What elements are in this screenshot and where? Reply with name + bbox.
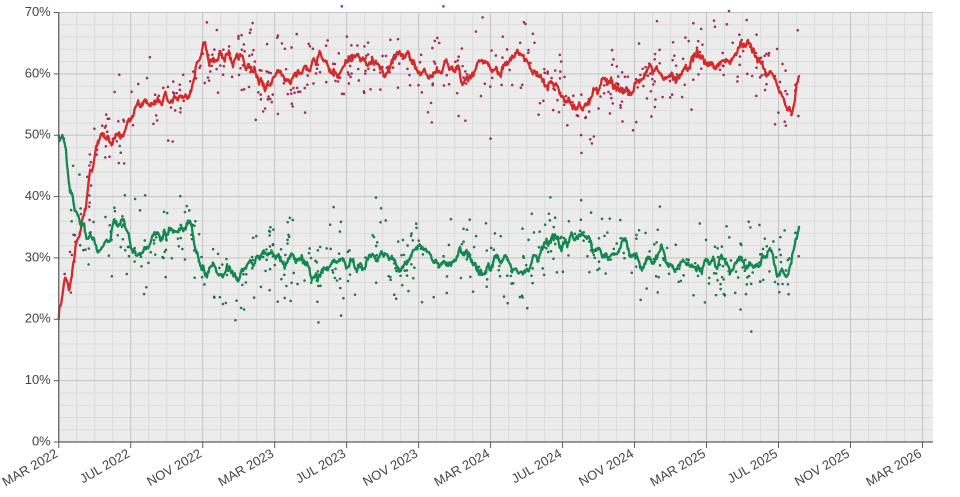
svg-text:10%: 10% [25, 372, 51, 387]
svg-text:50%: 50% [25, 127, 51, 142]
svg-text:0%: 0% [32, 433, 51, 448]
svg-text:30%: 30% [25, 249, 51, 264]
svg-text:60%: 60% [25, 65, 51, 80]
svg-text:40%: 40% [25, 188, 51, 203]
svg-text:20%: 20% [25, 311, 51, 326]
svg-text:70%: 70% [25, 4, 51, 19]
